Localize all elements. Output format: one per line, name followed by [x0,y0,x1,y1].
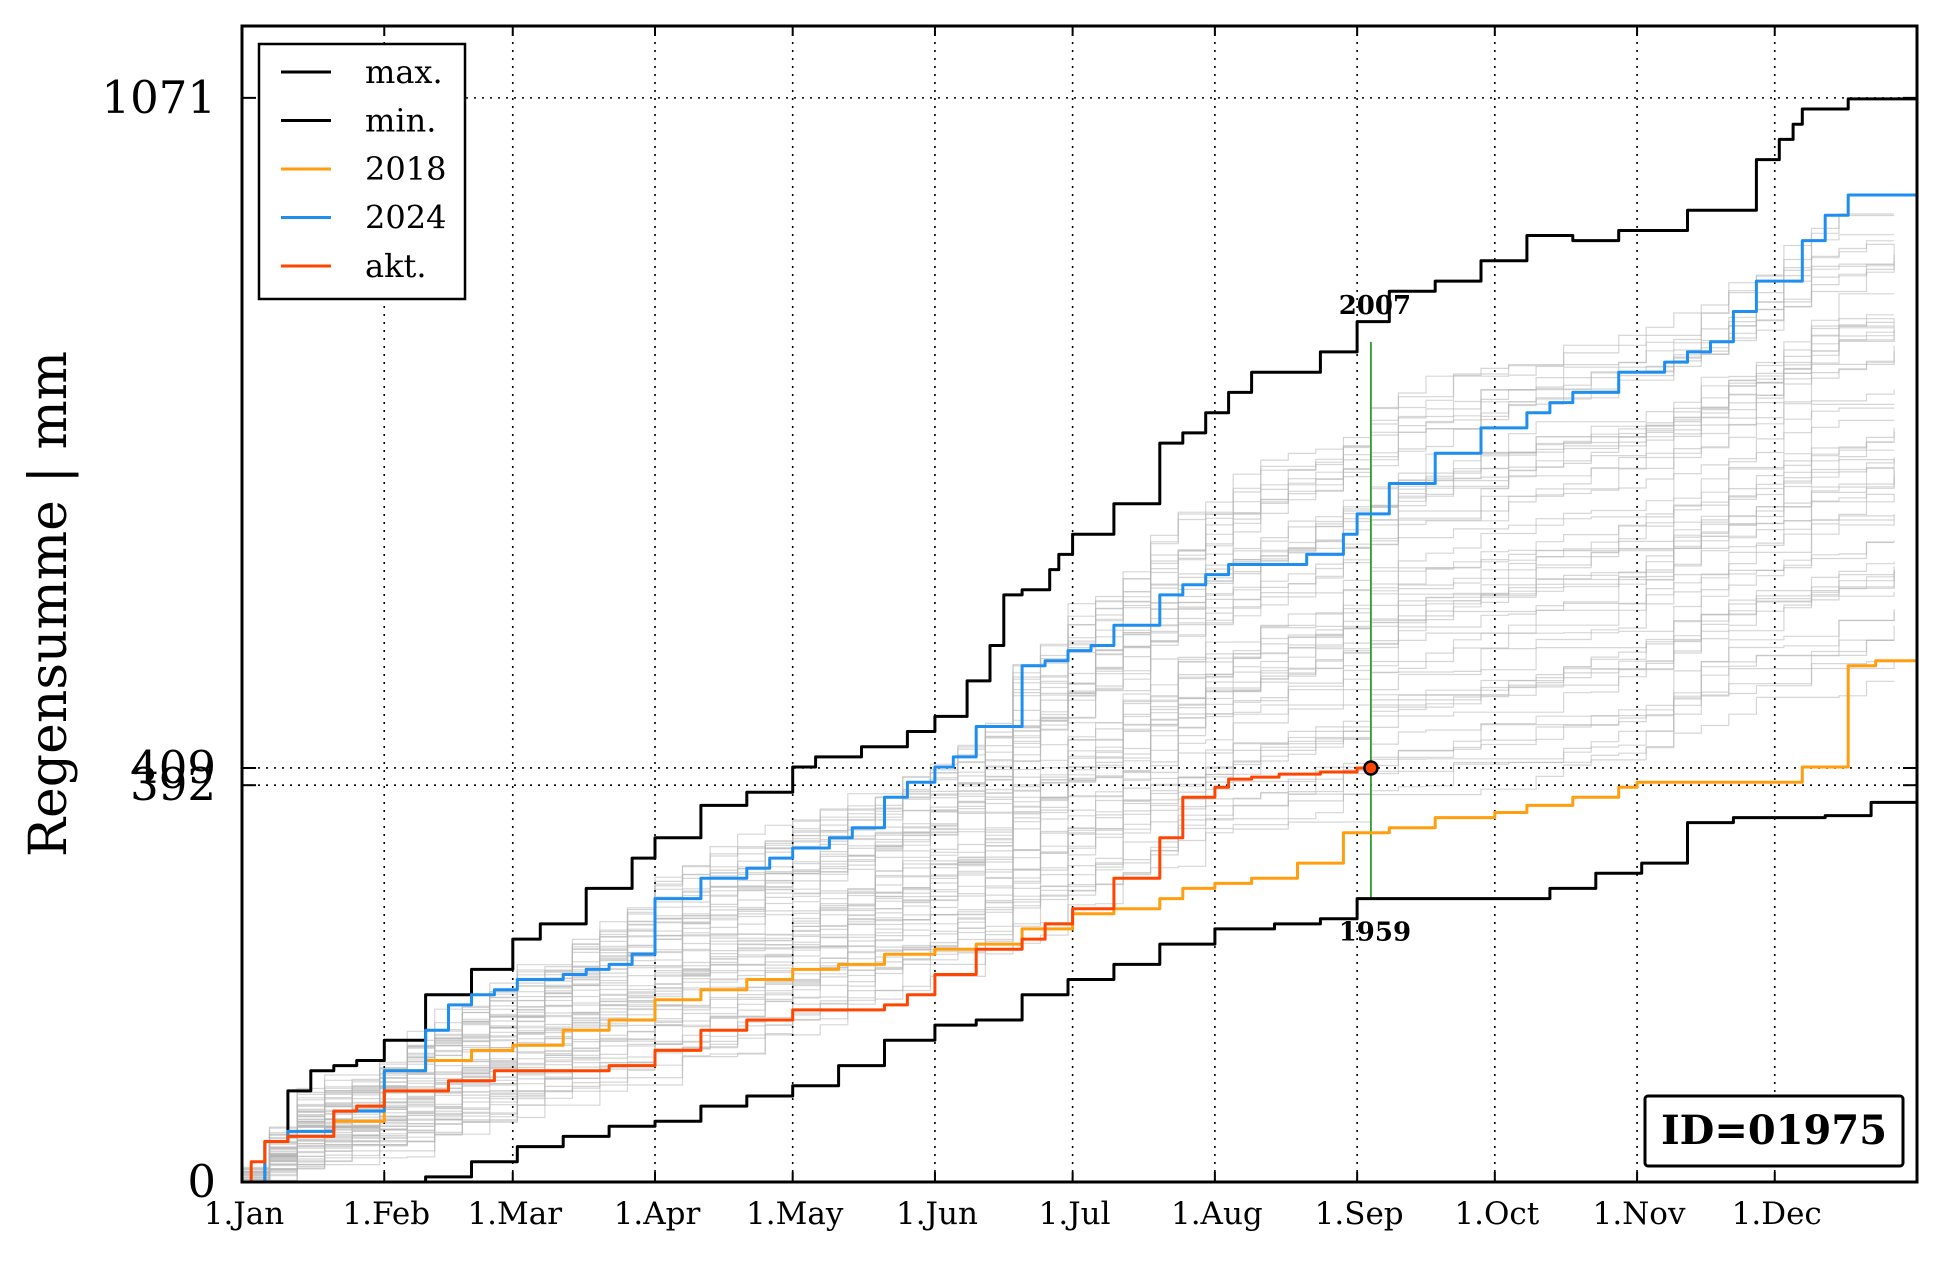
x-tick-label: 1.May [746,1196,844,1232]
background-year-line [242,493,1895,1169]
y-tick-label: 1071 [101,71,216,124]
x-tick-label: 1.Apr [614,1196,701,1232]
background-year-line [242,591,1895,1176]
background-year-line [242,403,1895,1183]
background-year-line [242,419,1895,1178]
min-year-annotation: 1959 [1339,918,1411,948]
x-tick-label: 1.Dec [1732,1196,1822,1232]
legend-box [257,42,467,301]
series-line-akt [242,766,1371,1184]
legend-label: 2024 [365,199,446,237]
background-year-line [242,350,1895,1170]
y-tick-label: 409 [130,741,216,794]
x-tick-label: 1.Aug [1171,1196,1263,1232]
background-year-line [242,407,1895,1180]
legend-label: max. [365,53,443,91]
series-line-max [242,97,1919,1184]
current-value-marker [1363,760,1379,776]
x-tick-label: 1.Oct [1454,1196,1539,1232]
y-tick-label: 392 [130,758,216,811]
background-year-line [242,321,1895,1183]
x-tick-label: 1.Mar [467,1196,562,1232]
annotations: 2007 1959 [1339,291,1411,948]
id-label: ID=01975 [1661,1107,1887,1154]
series-line-2018 [242,655,1919,1184]
legend-label: akt. [365,247,427,285]
background-year-line [242,427,1895,1183]
x-tick-label: 1.Jan [204,1196,284,1232]
series-line-min [242,785,1919,1184]
plot-frame [240,24,1919,1184]
x-tick-label: 1.Jul [1039,1196,1111,1232]
series-line-2024 [242,169,1919,1184]
x-tick-label: 1.Feb [342,1196,430,1232]
y-axis-label: Regensumme | mm [19,351,79,857]
legend-label: 2018 [365,150,446,188]
series-lines [242,97,1919,1184]
max-year-annotation: 2007 [1339,291,1411,321]
x-tick-label: 1.Jun [896,1196,978,1232]
legend-label: min. [365,102,436,140]
background-year-line [242,571,1895,1183]
background-year-line [242,540,1895,1183]
x-tick-label: 1.Sep [1315,1196,1404,1232]
legend: max. min. 2018 2024 akt. [257,42,467,301]
id-box-frame [1643,1094,1905,1168]
y-tick-label: 0 [187,1155,216,1208]
station-id-box: ID=01975 [1643,1094,1905,1168]
background-year-line [242,467,1895,1183]
axes: 1.Jan 1.Feb 1.Mar 1.Apr 1.May 1.Jun 1.Jul 1.Aug… [19,24,1919,1232]
background-year-line [242,571,1895,1183]
background-year-line [242,680,1895,1183]
background-year-lines [242,213,1895,1183]
x-tick-label: 1.Nov [1593,1196,1686,1232]
